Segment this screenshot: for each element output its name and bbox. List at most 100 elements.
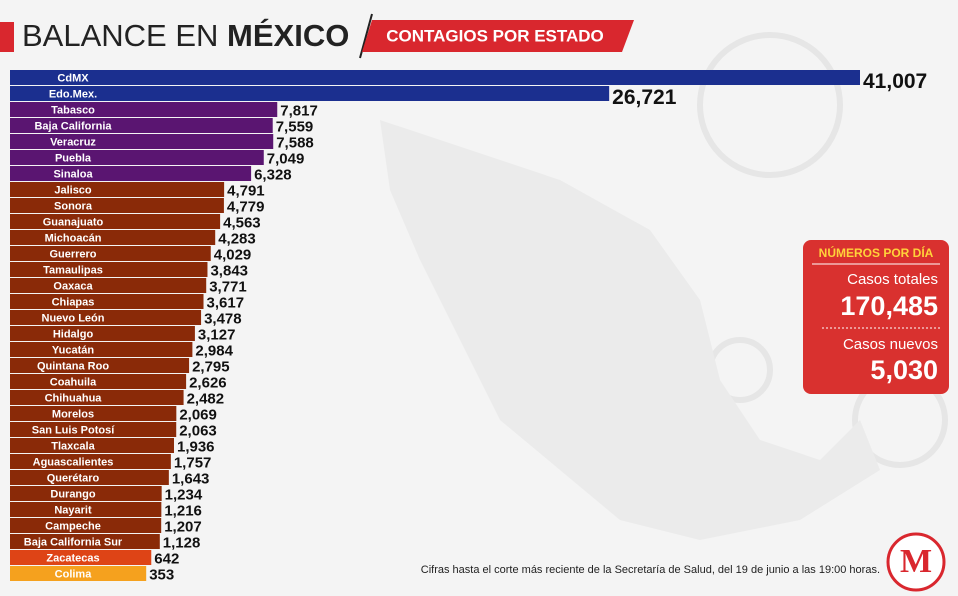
summary-box xyxy=(803,240,949,394)
value-label: 1,757 xyxy=(174,454,212,471)
subtitle: CONTAGIOS POR ESTADO xyxy=(386,26,604,45)
bar xyxy=(10,214,221,229)
category-label: Quintana Roo xyxy=(37,360,109,372)
value-label: 2,984 xyxy=(195,342,233,359)
category-label: Veracruz xyxy=(50,136,96,148)
divider xyxy=(359,13,373,59)
subtitle-banner xyxy=(362,20,634,52)
value-label: 2,626 xyxy=(189,374,227,391)
value-label: 4,563 xyxy=(223,214,261,231)
bar xyxy=(10,550,152,565)
category-label: Campeche xyxy=(45,520,101,532)
category-label: Baja California xyxy=(34,120,112,132)
bar xyxy=(10,438,174,453)
category-label: Tlaxcala xyxy=(51,440,95,452)
bar xyxy=(10,374,187,389)
map-silhouette xyxy=(380,120,880,540)
category-label: Durango xyxy=(50,488,96,500)
value-label: 3,617 xyxy=(207,294,245,311)
category-label: Hidalgo xyxy=(53,328,94,340)
logo-letter: M xyxy=(900,543,932,580)
category-label: Chiapas xyxy=(52,296,95,308)
category-label: Coahuila xyxy=(50,376,97,388)
bar xyxy=(10,390,184,405)
title-regular: BALANCE EN xyxy=(22,18,218,53)
category-label: Querétaro xyxy=(47,472,100,484)
category-label: Baja California Sur xyxy=(24,536,123,548)
value-label: 7,588 xyxy=(276,134,314,151)
category-label: CdMX xyxy=(57,72,89,84)
title: BALANCE EN MÉXICO xyxy=(22,18,349,53)
value-label: 4,283 xyxy=(218,230,256,247)
bar-chart: CdMX 41,007 Edo.Mex. 26,721 Tabasco 7,817 Baja… xyxy=(10,70,927,583)
value-label: 4,791 xyxy=(227,182,265,199)
bar xyxy=(10,502,162,517)
value-label: 6,328 xyxy=(254,166,292,183)
category-label: Guerrero xyxy=(49,248,96,260)
summary-label: Casos totales xyxy=(847,271,938,288)
bar xyxy=(10,534,160,549)
bar xyxy=(10,310,202,325)
bar xyxy=(10,518,162,533)
category-label: Morelos xyxy=(52,408,94,420)
value-label: 3,843 xyxy=(210,262,248,279)
value-label: 1,216 xyxy=(164,502,202,519)
bar xyxy=(10,230,216,245)
value-label: 1,936 xyxy=(177,438,215,455)
value-label: 4,779 xyxy=(227,198,265,215)
summary-value: 170,485 xyxy=(840,291,938,321)
bar xyxy=(10,422,177,437)
value-label: 353 xyxy=(149,566,174,583)
summary-value: 5,030 xyxy=(870,355,938,385)
category-label: Jalisco xyxy=(54,184,92,196)
bar xyxy=(10,118,273,133)
bar xyxy=(10,486,162,501)
bar xyxy=(10,134,274,149)
bar xyxy=(10,262,208,277)
value-label: 3,478 xyxy=(204,310,242,327)
value-label: 1,207 xyxy=(164,518,202,535)
value-label: 2,069 xyxy=(179,406,217,423)
value-label: 2,482 xyxy=(187,390,225,407)
bar xyxy=(10,86,610,101)
value-label: 2,063 xyxy=(179,422,217,439)
value-label: 1,128 xyxy=(163,534,201,551)
value-label: 2,795 xyxy=(192,358,230,375)
bar xyxy=(10,70,860,85)
category-label: Edo.Mex. xyxy=(49,88,97,100)
category-label: Colima xyxy=(55,568,93,580)
value-label: 7,817 xyxy=(280,102,318,119)
category-label: Guanajuato xyxy=(43,216,104,228)
bar xyxy=(10,198,224,213)
bar xyxy=(10,150,264,165)
summary-title: NÚMEROS POR DÍA xyxy=(819,245,934,260)
bar xyxy=(10,358,190,373)
bar xyxy=(10,278,207,293)
value-label: 1,234 xyxy=(165,486,203,503)
value-label: 1,643 xyxy=(172,470,210,487)
bar xyxy=(10,182,225,197)
value-label: 3,127 xyxy=(198,326,236,343)
value-label: 3,771 xyxy=(209,278,247,295)
bar xyxy=(10,102,278,117)
category-label: Nuevo León xyxy=(42,312,105,324)
bar xyxy=(10,326,195,341)
category-label: Oaxaca xyxy=(53,280,93,292)
category-label: Puebla xyxy=(55,152,92,164)
value-label: 4,029 xyxy=(214,246,252,263)
category-label: Michoacán xyxy=(45,232,102,244)
category-label: Yucatán xyxy=(52,344,94,356)
category-label: Tamaulipas xyxy=(43,264,103,276)
value-label: 7,559 xyxy=(276,118,314,135)
bar xyxy=(10,566,147,581)
bar xyxy=(10,166,252,181)
category-label: Zacatecas xyxy=(46,552,99,564)
value-label: 7,049 xyxy=(267,150,305,167)
category-label: Nayarit xyxy=(54,504,92,516)
value-label: 41,007 xyxy=(863,70,927,93)
bar xyxy=(10,406,177,421)
bar xyxy=(10,342,193,357)
summary-label: Casos nuevos xyxy=(843,336,938,353)
title-bold: MÉXICO xyxy=(227,18,349,53)
